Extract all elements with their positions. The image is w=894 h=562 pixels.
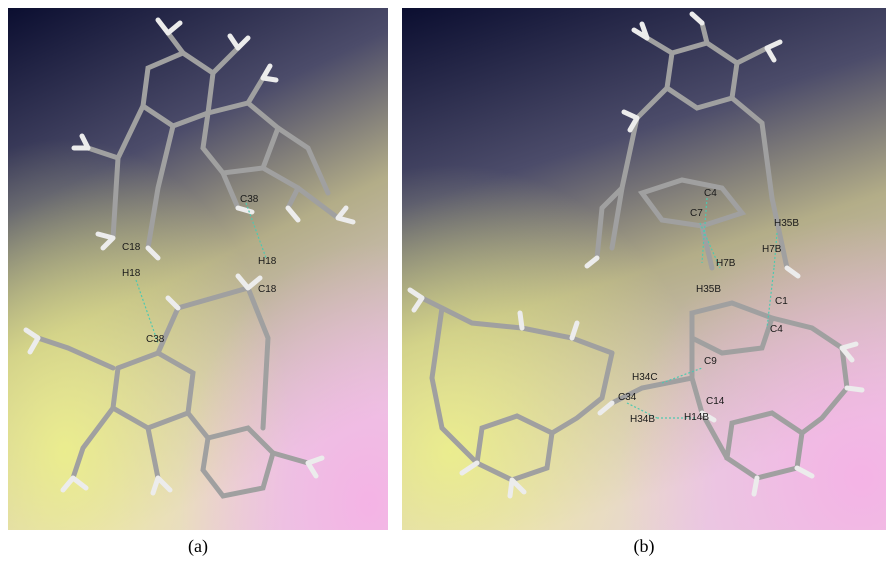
atom-label: C4: [770, 324, 783, 335]
atom-label: H18: [258, 256, 277, 267]
atom-label: H35B: [696, 284, 721, 295]
lower-hydrogens-b: [407, 287, 865, 499]
upper-molecule-a: [85, 30, 341, 251]
atom-label: C38: [240, 194, 259, 205]
lower-hydrogens-a: [23, 273, 325, 496]
atom-labels-b: C4 C7 H35B H7B H7B H35B C1 C4 H34C C9 C3…: [618, 188, 799, 425]
atom-label: H34C: [632, 372, 658, 383]
upper-hydrogens-b: [584, 11, 801, 279]
atom-label: H14B: [684, 412, 709, 423]
atom-label: C14: [706, 396, 725, 407]
atom-label: C4: [704, 188, 717, 199]
contacts-a: [135, 202, 267, 344]
contact-line: [773, 232, 778, 269]
atom-label: H7B: [716, 258, 736, 269]
panel-b-caption: (b): [633, 536, 655, 556]
molecule-view-a: C38 C18 H18 H18 C18 C38: [8, 8, 388, 530]
molecule-view-b: C4 C7 H35B H7B H7B H35B C1 C4 H34C C9 C3…: [402, 8, 886, 530]
upper-molecule-b: [594, 20, 790, 271]
atom-label: H7B: [762, 244, 782, 255]
upper-hydrogens-a: [71, 17, 356, 261]
contact-line: [626, 402, 658, 419]
atom-label: C34: [618, 392, 637, 403]
atom-label: C38: [146, 334, 165, 345]
contact-line: [701, 197, 708, 264]
atom-label: C7: [690, 208, 703, 219]
molecule-panel-a: C38 C18 H18 H18 C18 C38: [8, 8, 388, 530]
panel-a-caption: (a): [188, 536, 208, 556]
molecule-panel-b: C4 C7 H35B H7B H7B H35B C1 C4 H34C C9 C3…: [402, 8, 886, 530]
contacts-b: [626, 197, 778, 419]
atom-label: H35B: [774, 218, 799, 229]
atom-label: C1: [775, 296, 788, 307]
atom-label: H18: [122, 268, 141, 279]
lower-molecule-b: [419, 295, 850, 483]
atom-label: C9: [704, 356, 717, 367]
contact-line: [245, 202, 267, 259]
atom-label: H34B: [630, 414, 655, 425]
atom-label: C18: [122, 242, 141, 253]
contact-line: [135, 279, 159, 344]
contact-line: [699, 222, 721, 269]
contact-line: [661, 367, 703, 384]
atom-labels-a: C38 C18 H18 H18 C18 C38: [122, 194, 277, 345]
atom-label: C18: [258, 284, 277, 295]
